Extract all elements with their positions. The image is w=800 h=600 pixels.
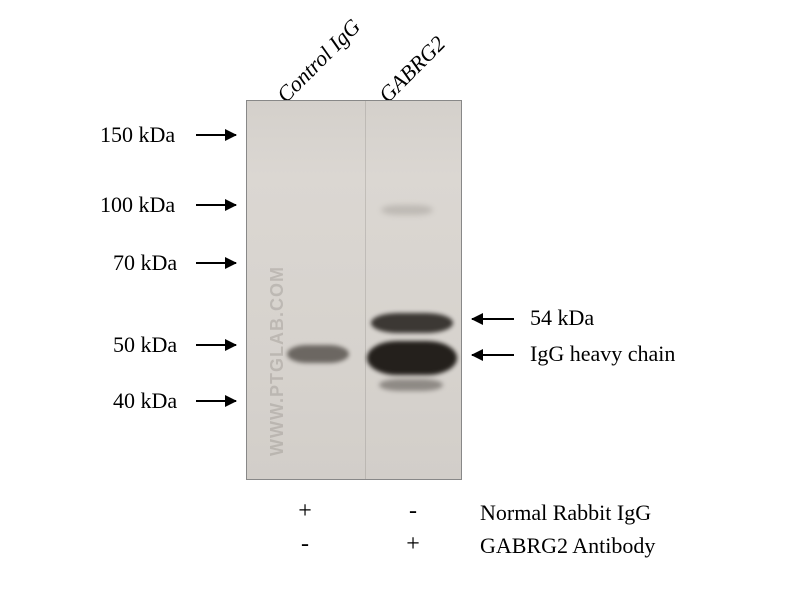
pm-row0-col1: - [398,498,428,525]
pm-row1-col1: + [398,531,428,558]
watermark-text: WWW.PTGLAB.COM [267,266,288,456]
annotation-label-igg-heavy: IgG heavy chain [530,341,675,367]
annotation-arrow-54kda [472,318,514,320]
pm-text: + [298,498,312,524]
mw-arrow-100 [196,204,236,206]
mw-arrow-50 [196,344,236,346]
band-control-igg-heavy [287,345,349,363]
legend-text: Normal Rabbit IgG [480,500,651,525]
pm-text: + [406,531,420,557]
mw-text: 150 kDa [100,122,175,147]
band-gabrg2-faint-100kda [381,205,433,215]
mw-label-40: 40 kDa [113,388,177,414]
band-gabrg2-igg-heavy [367,341,457,375]
band-gabrg2-lower-smear [379,379,443,391]
lane-label-gabrg2: GABRG2 [374,31,451,108]
watermark-content: WWW.PTGLAB.COM [267,266,287,456]
mw-text: 70 kDa [113,250,177,275]
legend-text: GABRG2 Antibody [480,533,655,558]
lane-label-text: GABRG2 [374,31,450,107]
pm-row1-col0: - [290,531,320,558]
pm-row0-col0: + [290,498,320,525]
mw-text: 50 kDa [113,332,177,357]
mw-label-70: 70 kDa [113,250,177,276]
mw-arrow-40 [196,400,236,402]
annotation-arrow-igg-heavy [472,354,514,356]
pm-text: - [409,498,417,524]
annotation-text: IgG heavy chain [530,341,675,366]
lane-label-text: Control IgG [272,14,366,108]
mw-arrow-150 [196,134,236,136]
legend-row0: Normal Rabbit IgG [480,500,651,526]
mw-label-150: 150 kDa [100,122,175,148]
mw-text: 100 kDa [100,192,175,217]
annotation-text: 54 kDa [530,305,594,330]
mw-arrow-70 [196,262,236,264]
annotation-label-54kda: 54 kDa [530,305,594,331]
mw-text: 40 kDa [113,388,177,413]
mw-label-100: 100 kDa [100,192,175,218]
legend-row1: GABRG2 Antibody [480,533,655,559]
western-blot-figure: Control IgG GABRG2 150 kDa 100 kDa 70 kD… [0,0,800,600]
pm-text: - [301,531,309,557]
lane-label-control: Control IgG [272,14,366,108]
mw-label-50: 50 kDa [113,332,177,358]
lane-seam [365,101,366,479]
blot-membrane: WWW.PTGLAB.COM [246,100,462,480]
band-gabrg2-54kda [371,313,453,333]
